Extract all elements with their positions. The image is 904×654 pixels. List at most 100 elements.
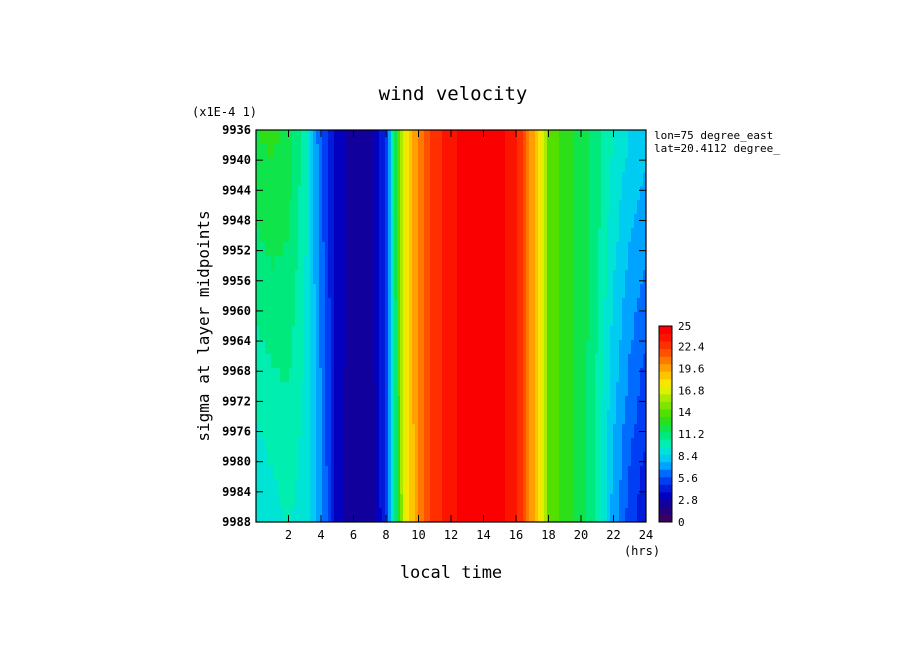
heatmap-cell — [538, 340, 542, 355]
heatmap-cell — [310, 438, 314, 453]
heatmap-cell — [559, 438, 563, 453]
heatmap-cell — [538, 368, 542, 383]
heatmap-cell — [460, 480, 464, 495]
heatmap-cell — [268, 256, 272, 271]
heatmap-cell — [628, 270, 632, 285]
heatmap-cell — [307, 298, 311, 313]
heatmap-cell — [574, 172, 578, 187]
heatmap-cell — [355, 452, 359, 467]
heatmap-cell — [289, 130, 293, 145]
heatmap-cell — [526, 130, 530, 145]
heatmap-cell — [562, 396, 566, 411]
heatmap-cell — [517, 508, 521, 522]
heatmap-cell — [544, 242, 548, 257]
heatmap-cell — [355, 284, 359, 299]
heatmap-cell — [394, 256, 398, 271]
heatmap-cell — [493, 480, 497, 495]
heatmap-cell — [469, 144, 473, 159]
heatmap-cell — [598, 340, 602, 355]
heatmap-cell — [364, 438, 368, 453]
heatmap-cell — [502, 158, 506, 173]
heatmap-cell — [601, 438, 605, 453]
heatmap-cell — [505, 494, 509, 509]
heatmap-cell — [607, 200, 611, 215]
heatmap-cell — [607, 270, 611, 285]
heatmap-cell — [478, 424, 482, 439]
heatmap-cell — [613, 200, 617, 215]
heatmap-cell — [415, 312, 419, 327]
heatmap-cell — [520, 214, 524, 229]
heatmap-cell — [376, 382, 380, 397]
heatmap-cell — [502, 312, 506, 327]
heatmap-cell — [532, 354, 536, 369]
heatmap-cell — [619, 312, 623, 327]
heatmap-cell — [589, 438, 593, 453]
heatmap-cell — [373, 480, 377, 495]
heatmap-cell — [613, 382, 617, 397]
heatmap-cell — [628, 284, 632, 299]
heatmap-cell — [580, 256, 584, 271]
heatmap-cell — [565, 494, 569, 509]
heatmap-cell — [265, 172, 269, 187]
heatmap-cell — [301, 410, 305, 425]
heatmap-cell — [379, 480, 383, 495]
heatmap-cell — [382, 368, 386, 383]
heatmap-cell — [592, 326, 596, 341]
heatmap-cell — [604, 312, 608, 327]
heatmap-cell — [631, 144, 635, 159]
heatmap-cell — [592, 312, 596, 327]
heatmap-cell — [565, 256, 569, 271]
heatmap-cell — [538, 242, 542, 257]
heatmap-cell — [379, 214, 383, 229]
heatmap-cell — [328, 368, 332, 383]
heatmap-cell — [271, 172, 275, 187]
heatmap-cell — [445, 340, 449, 355]
heatmap-cell — [367, 452, 371, 467]
heatmap-cell — [586, 312, 590, 327]
heatmap-cell — [460, 312, 464, 327]
heatmap-cell — [616, 396, 620, 411]
heatmap-cell — [475, 284, 479, 299]
heatmap-cell — [460, 214, 464, 229]
heatmap-cell — [343, 130, 347, 145]
heatmap-cell — [544, 508, 548, 522]
heatmap-cell — [478, 396, 482, 411]
heatmap-cell — [385, 158, 389, 173]
heatmap-cell — [385, 172, 389, 187]
heatmap-cell — [517, 480, 521, 495]
colorbar-segment — [659, 356, 672, 365]
heatmap-cell — [439, 326, 443, 341]
heatmap-cell — [622, 438, 626, 453]
heatmap-cell — [556, 466, 560, 481]
heatmap-cell — [343, 368, 347, 383]
heatmap-cell — [325, 354, 329, 369]
heatmap-cell — [352, 242, 356, 257]
heatmap-cell — [556, 382, 560, 397]
heatmap-cell — [442, 186, 446, 201]
heatmap-cell — [595, 270, 599, 285]
heatmap-cell — [451, 214, 455, 229]
heatmap-cell — [328, 130, 332, 145]
heatmap-cell — [403, 326, 407, 341]
heatmap-cell — [289, 298, 293, 313]
heatmap-cell — [448, 312, 452, 327]
heatmap-cell — [451, 186, 455, 201]
heatmap-cell — [637, 312, 641, 327]
heatmap-cell — [388, 382, 392, 397]
heatmap-cell — [286, 186, 290, 201]
heatmap-cell — [481, 466, 485, 481]
heatmap-cell — [256, 228, 260, 243]
heatmap-cell — [631, 494, 635, 509]
heatmap-cell — [553, 494, 557, 509]
heatmap-cell — [634, 480, 638, 495]
heatmap-cell — [313, 480, 317, 495]
heatmap-cell — [616, 480, 620, 495]
heatmap-cell — [394, 382, 398, 397]
heatmap-cell — [562, 354, 566, 369]
heatmap-cell — [412, 270, 416, 285]
heatmap-cell — [409, 242, 413, 257]
heatmap-cell — [481, 130, 485, 145]
heatmap-cell — [361, 508, 365, 522]
heatmap-cell — [550, 228, 554, 243]
heatmap-cell — [310, 284, 314, 299]
